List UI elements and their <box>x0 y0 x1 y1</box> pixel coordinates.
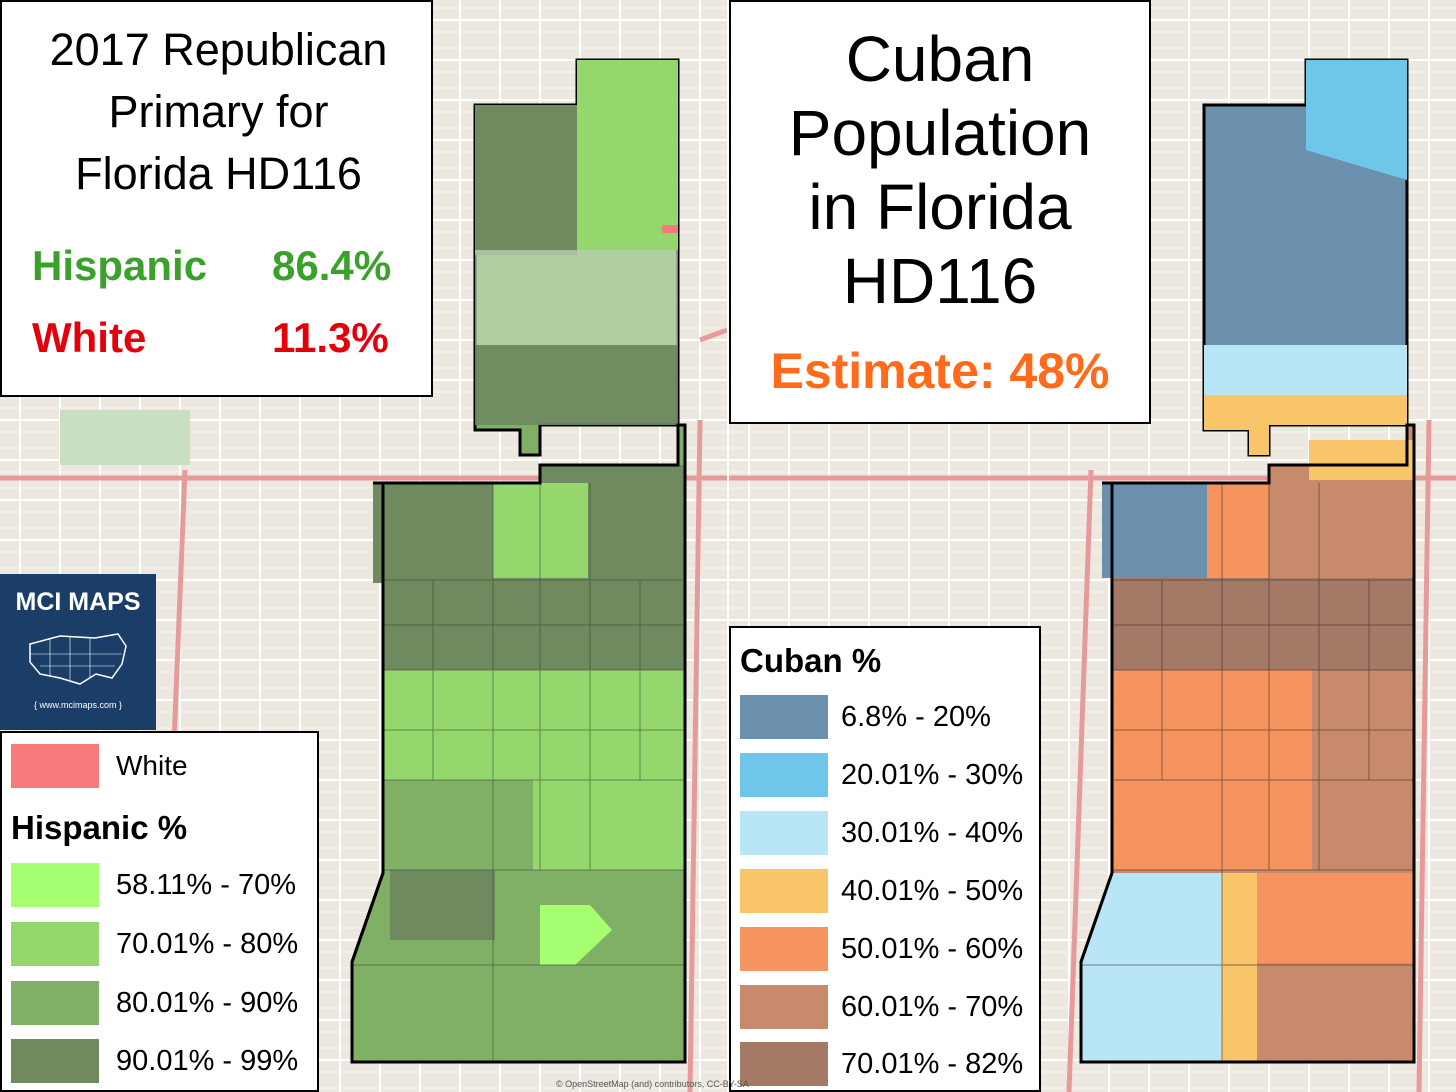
right-title-line-4: HD116 <box>842 245 1038 317</box>
hispanic-legend: White Hispanic % 58.11% - 70% 70.01% - 8… <box>0 731 319 1092</box>
legend-label-hispanic-3: 80.01% - 90% <box>116 987 299 1019</box>
legend-label-cuban-6: 60.01% - 70% <box>841 991 1024 1023</box>
right-district-shape <box>1079 58 1416 1064</box>
mci-maps-logo: MCI MAPS { www.mcimaps.com } <box>0 574 156 730</box>
legend-label-cuban-5: 50.01% - 60% <box>841 933 1024 965</box>
legend-label-cuban-7: 70.01% - 82% <box>841 1048 1024 1080</box>
cuban-estimate: Estimate: 48% <box>770 343 1110 399</box>
hispanic-stat-value: 86.4% <box>272 242 392 289</box>
logo-url: { www.mcimaps.com } <box>33 700 123 710</box>
legend-swatch-cuban-1 <box>740 695 828 739</box>
legend-swatch-hispanic-2 <box>11 922 99 966</box>
legend-label-cuban-4: 40.01% - 50% <box>841 875 1024 907</box>
legend-swatch-cuban-2 <box>740 753 828 797</box>
panel-divider <box>727 0 729 1092</box>
left-district-shape <box>350 58 687 1064</box>
legend-label-white: White <box>116 750 188 781</box>
white-stat-label: White <box>32 314 147 361</box>
right-title-line-3: in Florida <box>808 171 1072 243</box>
hispanic-legend-heading: Hispanic % <box>11 809 188 846</box>
left-title-line-2: Primary for <box>108 86 329 137</box>
legend-swatch-cuban-7 <box>740 1042 828 1086</box>
legend-swatch-hispanic-4 <box>11 1039 99 1083</box>
right-title-box: Cuban Population in Florida HD116 Estima… <box>729 0 1151 424</box>
left-title-box: 2017 Republican Primary for Florida HD11… <box>0 0 433 397</box>
left-title-line-3: Florida HD116 <box>75 148 362 199</box>
legend-swatch-cuban-4 <box>740 869 828 913</box>
map-credit: © OpenStreetMap (and) contributors, CC-B… <box>556 1079 749 1089</box>
legend-label-hispanic-4: 90.01% - 99% <box>116 1045 299 1077</box>
left-title-line-1: 2017 Republican <box>49 24 388 75</box>
legend-swatch-cuban-6 <box>740 985 828 1029</box>
legend-swatch-hispanic-1 <box>11 863 99 907</box>
cuban-legend: Cuban % 6.8% - 20% 20.01% - 30% 30.01% -… <box>729 626 1041 1092</box>
legend-label-cuban-1: 6.8% - 20% <box>841 701 991 733</box>
legend-swatch-white <box>11 744 99 788</box>
cuban-legend-heading: Cuban % <box>740 642 882 679</box>
white-stat-value: 11.3% <box>272 314 389 361</box>
legend-label-hispanic-1: 58.11% - 70% <box>116 869 297 901</box>
hispanic-stat-label: Hispanic <box>32 242 208 289</box>
logo-name: MCI MAPS <box>15 588 141 616</box>
legend-swatch-hispanic-3 <box>11 981 99 1025</box>
right-title-line-2: Population <box>788 97 1092 169</box>
right-title-line-1: Cuban <box>845 23 1035 95</box>
legend-label-hispanic-2: 70.01% - 80% <box>116 928 299 960</box>
legend-swatch-cuban-5 <box>740 927 828 971</box>
legend-swatch-cuban-3 <box>740 811 828 855</box>
legend-label-cuban-2: 20.01% - 30% <box>841 759 1024 791</box>
us-map-icon <box>29 633 127 685</box>
legend-label-cuban-3: 30.01% - 40% <box>841 817 1024 849</box>
